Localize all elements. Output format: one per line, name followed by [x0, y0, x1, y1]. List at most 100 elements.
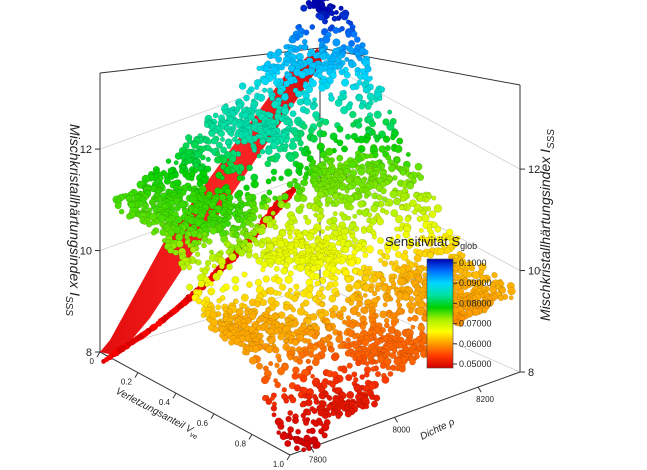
red-point — [152, 324, 157, 329]
surface-point — [270, 168, 278, 176]
surface-point — [172, 249, 179, 256]
surface-point — [456, 319, 464, 327]
surface-point — [378, 145, 387, 153]
surface-point — [390, 209, 399, 218]
surface-point — [330, 201, 336, 207]
surface-point — [320, 394, 326, 400]
surface-point — [262, 216, 270, 224]
surface-point — [296, 264, 305, 273]
surface-point — [199, 154, 206, 161]
surface-point — [303, 419, 310, 426]
surface-point — [293, 283, 300, 290]
surface-point — [254, 301, 261, 308]
surface-point — [311, 407, 318, 415]
y-tick — [477, 386, 482, 393]
surface-point — [238, 82, 247, 90]
surface-point — [205, 156, 211, 163]
surface-point — [146, 221, 153, 228]
surface-point — [347, 204, 355, 211]
surface-point — [208, 129, 216, 137]
surface-point — [272, 346, 280, 354]
surface-point — [284, 275, 293, 284]
surface-point — [376, 217, 385, 226]
surface-point — [292, 417, 300, 425]
surface-point — [342, 246, 350, 254]
surface-point — [321, 432, 328, 439]
surface-point — [379, 310, 388, 319]
surface-point — [274, 362, 280, 369]
surface-point — [387, 370, 394, 377]
surface-point — [308, 79, 317, 88]
surface-point — [362, 86, 369, 93]
surface-point — [400, 252, 409, 261]
surface-point — [325, 147, 334, 157]
surface-point — [409, 358, 416, 366]
red-point — [272, 202, 279, 208]
surface-point — [270, 175, 277, 182]
surface-point — [233, 299, 239, 305]
surface-point — [337, 64, 343, 70]
surface-point — [262, 87, 268, 93]
surface-point — [196, 232, 203, 240]
surface-point — [292, 366, 300, 374]
y-axis-line — [289, 371, 521, 456]
surface-point — [283, 201, 291, 209]
surface-point — [376, 194, 383, 201]
surface-point — [382, 118, 390, 126]
surface-point — [335, 413, 342, 420]
surface-point — [381, 260, 389, 267]
surface-point — [303, 107, 311, 115]
surface-point — [322, 414, 328, 420]
surface-point — [189, 246, 197, 254]
surface-point — [299, 374, 308, 383]
surface-point — [363, 137, 370, 144]
surface-point — [195, 259, 202, 266]
surface-point — [275, 56, 283, 63]
surface-point — [288, 287, 294, 293]
surface-point — [345, 337, 351, 343]
surface-point — [303, 311, 309, 316]
surface-point — [418, 301, 425, 309]
surface-point — [200, 312, 207, 318]
surface-point — [422, 272, 428, 278]
surface-point — [387, 109, 393, 115]
surface-point — [270, 210, 276, 216]
red-point — [283, 199, 288, 203]
surface-point — [364, 404, 370, 410]
surface-point — [282, 303, 290, 311]
surface-point — [336, 139, 344, 147]
surface-point — [431, 195, 437, 201]
surface-point — [295, 428, 301, 435]
surface-point — [390, 134, 396, 141]
surface-point — [347, 183, 354, 190]
z-axis-right-ticks: 8 10 12 — [520, 164, 540, 379]
surface-point — [417, 324, 426, 332]
surface-point — [265, 398, 273, 405]
surface-point — [274, 381, 282, 389]
surface-point — [428, 210, 437, 219]
floor-back-edges — [99, 284, 521, 373]
surface-point — [283, 80, 291, 88]
surface-point — [288, 249, 294, 255]
surface-point — [363, 193, 370, 199]
surface-point — [261, 395, 268, 402]
surface-point — [212, 272, 221, 281]
surface-point — [291, 339, 299, 346]
surface-point — [277, 422, 285, 431]
surface-point — [320, 0, 327, 2]
surface-point — [400, 195, 407, 202]
z-tick-right-label: 10 — [528, 266, 540, 278]
surface-point — [346, 215, 352, 221]
surface-point — [316, 120, 323, 128]
surface-point — [362, 292, 368, 298]
surface-point — [338, 315, 344, 321]
surface-point — [416, 215, 423, 223]
surface-point — [302, 229, 309, 237]
surface-point — [255, 256, 264, 265]
surface-point — [353, 281, 362, 290]
surface-point — [410, 324, 416, 330]
surface-point — [319, 52, 328, 61]
surface-point — [355, 359, 362, 367]
surface-point — [351, 371, 358, 378]
y-tick — [394, 417, 398, 423]
